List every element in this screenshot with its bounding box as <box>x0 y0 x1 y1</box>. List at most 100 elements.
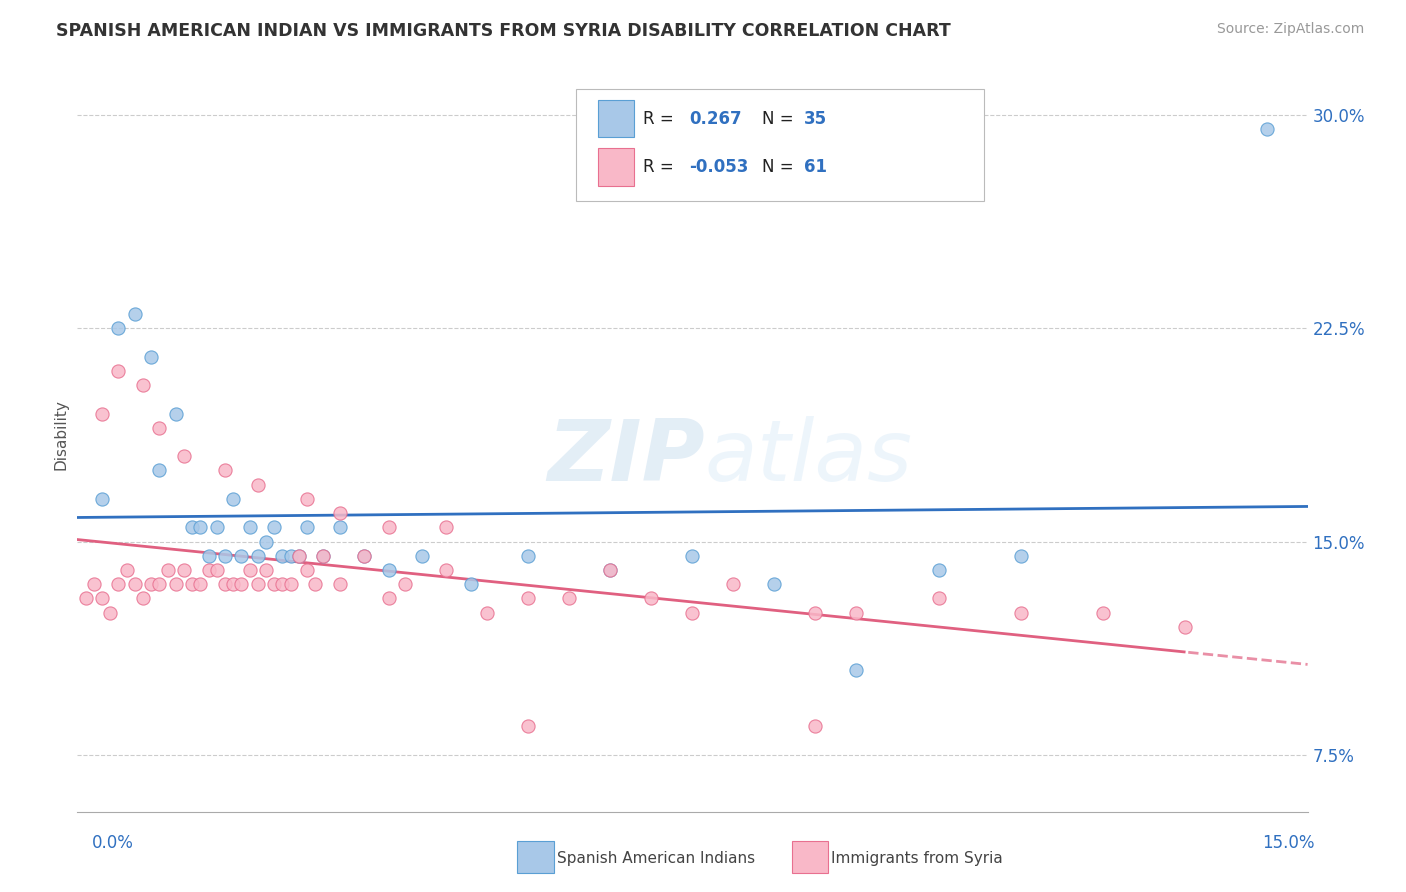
Point <box>280 549 302 563</box>
Point <box>394 577 416 591</box>
Text: 35: 35 <box>804 110 827 128</box>
Point <box>173 563 195 577</box>
Text: atlas: atlas <box>704 416 912 499</box>
Point <box>329 520 352 534</box>
Point <box>188 520 212 534</box>
Point <box>640 591 662 606</box>
Point <box>1091 606 1114 620</box>
Point <box>115 563 138 577</box>
Point <box>280 577 302 591</box>
Point <box>845 663 868 677</box>
Point <box>411 549 433 563</box>
Text: 0.267: 0.267 <box>689 110 741 128</box>
Y-axis label: Disability: Disability <box>53 400 69 470</box>
Point <box>83 577 105 591</box>
Point <box>90 591 114 606</box>
Point <box>141 350 163 364</box>
Point <box>197 563 219 577</box>
Point <box>1010 606 1032 620</box>
Point <box>254 563 277 577</box>
Point <box>1010 549 1032 563</box>
Text: R =: R = <box>643 110 679 128</box>
Text: 0.0%: 0.0% <box>91 834 134 852</box>
Point <box>254 534 277 549</box>
Text: Immigrants from Syria: Immigrants from Syria <box>831 851 1002 865</box>
Point <box>107 321 129 335</box>
Point <box>436 563 458 577</box>
Point <box>928 591 950 606</box>
Point <box>214 463 236 477</box>
Point <box>599 563 621 577</box>
Point <box>148 421 170 435</box>
Text: N =: N = <box>762 158 799 176</box>
Point <box>165 577 187 591</box>
Point <box>181 577 204 591</box>
Point <box>173 449 195 463</box>
Point <box>141 577 163 591</box>
Point <box>205 563 228 577</box>
Point <box>804 719 827 733</box>
Point <box>214 549 236 563</box>
Point <box>682 606 704 620</box>
Text: R =: R = <box>643 158 679 176</box>
Point <box>90 491 114 506</box>
Point <box>231 577 253 591</box>
Point <box>239 563 262 577</box>
Text: ZIP: ZIP <box>547 416 704 499</box>
Point <box>107 364 129 378</box>
Point <box>436 520 458 534</box>
Point <box>246 477 269 491</box>
Point <box>132 591 155 606</box>
Point <box>75 591 97 606</box>
Point <box>329 577 352 591</box>
Point <box>205 520 228 534</box>
Point <box>378 520 401 534</box>
Point <box>124 307 146 321</box>
Point <box>263 577 285 591</box>
Point <box>558 591 581 606</box>
Point <box>165 407 187 421</box>
Point <box>312 549 335 563</box>
Point <box>222 491 245 506</box>
Text: Source: ZipAtlas.com: Source: ZipAtlas.com <box>1216 22 1364 37</box>
Point <box>353 549 375 563</box>
Point <box>378 591 401 606</box>
Point <box>246 549 269 563</box>
Point <box>312 549 335 563</box>
Point <box>763 577 786 591</box>
Point <box>295 491 318 506</box>
Point <box>288 549 311 563</box>
Point <box>304 577 326 591</box>
Point <box>181 520 204 534</box>
Point <box>222 577 245 591</box>
Text: Spanish American Indians: Spanish American Indians <box>557 851 755 865</box>
Point <box>231 549 253 563</box>
Point <box>517 719 540 733</box>
Point <box>517 549 540 563</box>
Point <box>271 549 294 563</box>
Point <box>723 577 745 591</box>
Point <box>378 563 401 577</box>
Text: SPANISH AMERICAN INDIAN VS IMMIGRANTS FROM SYRIA DISABILITY CORRELATION CHART: SPANISH AMERICAN INDIAN VS IMMIGRANTS FR… <box>56 22 950 40</box>
Point <box>1174 620 1197 634</box>
Point <box>804 606 827 620</box>
Point <box>239 520 262 534</box>
Text: N =: N = <box>762 110 799 128</box>
Point <box>288 549 311 563</box>
Point <box>599 563 621 577</box>
Point <box>353 549 375 563</box>
Text: 15.0%: 15.0% <box>1263 834 1315 852</box>
Point <box>517 591 540 606</box>
Point <box>132 378 155 392</box>
Point <box>197 549 219 563</box>
Point <box>477 606 499 620</box>
Text: -0.053: -0.053 <box>689 158 748 176</box>
Point <box>460 577 482 591</box>
Point <box>148 577 170 591</box>
Point <box>214 577 236 591</box>
Point <box>156 563 179 577</box>
Point <box>845 606 868 620</box>
Point <box>682 549 704 563</box>
Point <box>90 407 114 421</box>
Point <box>98 606 121 620</box>
